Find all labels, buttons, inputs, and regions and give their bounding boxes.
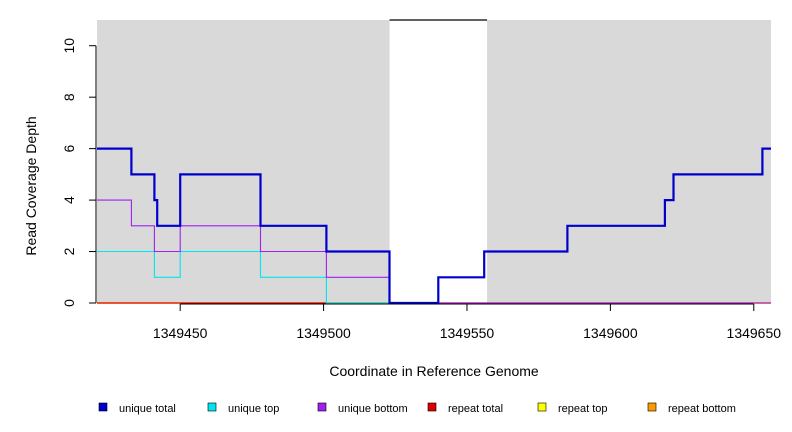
y-tick-label: 6 — [61, 145, 77, 153]
x-tick-label: 1349600 — [583, 325, 638, 341]
legend-swatch-repeat-bottom — [647, 402, 657, 412]
y-axis: 0 2 4 6 8 10 — [61, 38, 97, 307]
series-line-unique-total — [97, 147, 771, 305]
series-line-unique-bottom — [97, 199, 771, 304]
y-tick-label: 10 — [61, 38, 77, 54]
y-axis-label: Read Coverage Depth — [23, 116, 39, 255]
legend-swatch-unique-total — [98, 402, 108, 412]
legend-swatch-repeat-total — [427, 402, 437, 412]
unshaded-region — [389, 20, 488, 303]
y-tick-label: 2 — [61, 247, 77, 255]
x-axis-label: Coordinate in Reference Genome — [329, 363, 539, 379]
x-tick-label: 1349500 — [296, 325, 351, 341]
legend-label: unique total — [119, 403, 176, 415]
legend-label: repeat top — [558, 403, 608, 415]
legend-swatch-repeat-top — [537, 402, 547, 412]
legend-label: repeat bottom — [668, 403, 736, 415]
x-axis: 1349450 1349500 1349550 1349600 1349650 — [153, 303, 782, 341]
legend-label: unique top — [228, 403, 279, 415]
legend-swatch-unique-top — [207, 402, 217, 412]
x-tick-label: 1349450 — [153, 325, 208, 341]
y-tick-label: 8 — [61, 93, 77, 101]
legend-swatch-unique-bottom — [317, 402, 327, 412]
x-tick-label: 1349650 — [727, 325, 782, 341]
y-tick-label: 0 — [61, 299, 77, 307]
y-tick-label: 4 — [61, 196, 77, 204]
legend: unique total unique top unique bottom repea… — [98, 402, 736, 415]
legend-label: unique bottom — [338, 403, 408, 415]
legend-label: repeat total — [448, 403, 503, 415]
plot-background — [97, 19, 771, 303]
series-layer — [97, 147, 771, 305]
x-tick-label: 1349550 — [440, 325, 495, 341]
